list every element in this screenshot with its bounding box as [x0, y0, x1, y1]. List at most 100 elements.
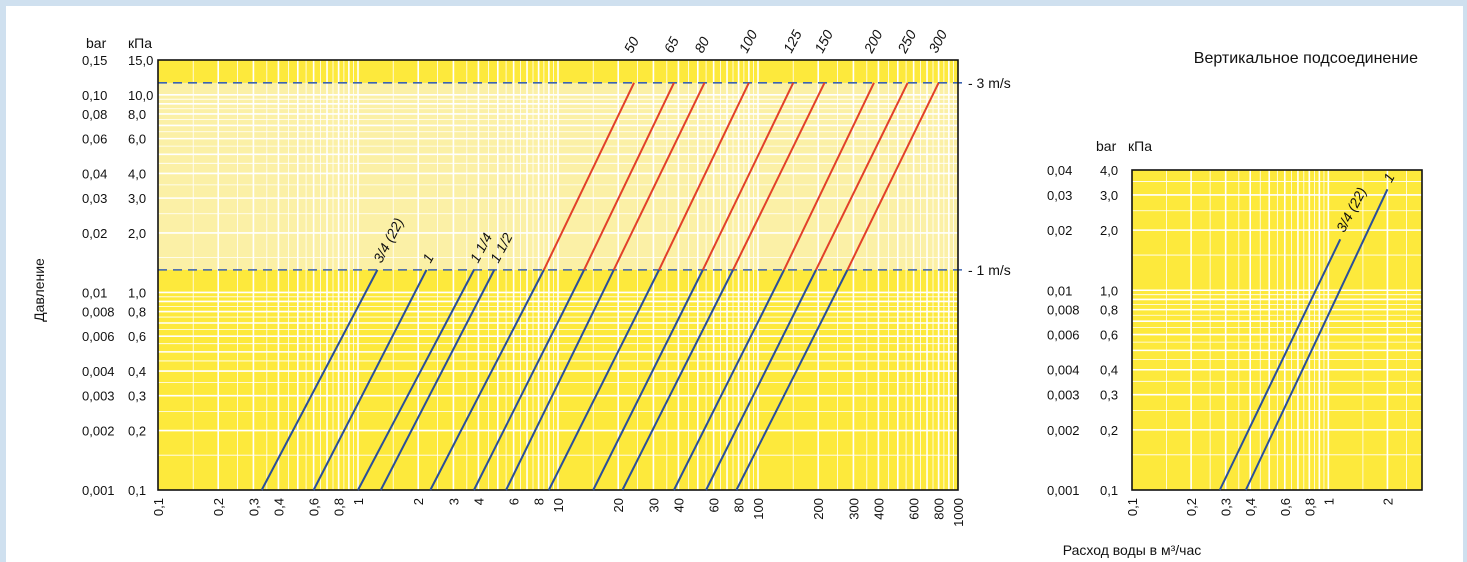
y-tick-label-bar: 0,006	[82, 329, 115, 344]
x-tick-label: 0,4	[1243, 498, 1258, 516]
series-label: 80	[691, 34, 713, 55]
y-tick-label-kpa: 4,0	[1100, 163, 1118, 178]
y-tick-label-kpa: 2,0	[128, 226, 146, 241]
grid	[1132, 170, 1422, 490]
series-line	[379, 269, 496, 491]
y-tick-label-kpa: 15,0	[128, 53, 153, 68]
frame-right-edge	[1463, 0, 1467, 562]
grid	[158, 60, 958, 490]
series-label: 200	[860, 27, 886, 56]
y-tick-label-bar: 0,001	[82, 483, 115, 498]
y-tick-label-bar: 0,004	[1047, 363, 1080, 378]
x-tick-label: 0,1	[151, 498, 166, 516]
x-tick-label: 10	[551, 498, 566, 512]
x-tick-label: 20	[611, 498, 626, 512]
y-tick-label-bar: 0,008	[82, 305, 115, 320]
x-tick-label: 0,3	[1219, 498, 1234, 516]
y-tick-label-bar: 0,15	[82, 53, 107, 68]
series-line	[673, 269, 785, 491]
series-line	[429, 269, 545, 491]
y-tick-label-kpa: 0,4	[128, 364, 146, 379]
right-chart: 3/4 (22)10,001 0,10,002 0,20,003 0,30,004 0,…	[1047, 163, 1423, 516]
x-tick-label: 0,6	[307, 498, 322, 516]
x-tick-label: 300	[846, 498, 861, 520]
x-tick-label: 0,8	[1302, 498, 1317, 516]
left-chart: - 3 m/s- 1 m/s3/4 (22) 1 1 1/41 1/250 65 80 1…	[82, 27, 1011, 527]
series-line	[621, 269, 734, 491]
series-line	[1218, 238, 1342, 491]
series-line	[542, 82, 635, 271]
y-tick-label-bar: 0,002	[82, 424, 115, 439]
series-label: 50	[621, 34, 643, 55]
left-unit-bar: bar	[86, 35, 107, 51]
y-tick-label-bar: 0,01	[1047, 283, 1072, 298]
y-tick-label-bar: 0,004	[82, 364, 115, 379]
y-tick-label-kpa: 0,4	[1100, 363, 1118, 378]
y-tick-label-kpa: 0,1	[128, 483, 146, 498]
y-tick-label-kpa: 0,8	[1100, 303, 1118, 318]
x-tick-label: 0,4	[271, 498, 286, 516]
series-line	[732, 82, 826, 271]
series-line	[612, 82, 706, 271]
x-tick-label: 2	[411, 498, 426, 505]
series-label: 65	[660, 34, 682, 55]
y-tick-label-kpa: 3,0	[128, 191, 146, 206]
series-line	[735, 269, 849, 491]
y-tick-label-bar: 0,02	[1047, 223, 1072, 238]
y-tick-label-bar: 0,006	[1047, 328, 1080, 343]
series-line	[705, 269, 817, 491]
x-tick-label: 0,2	[211, 498, 226, 516]
x-tick-label: 0,1	[1125, 498, 1140, 516]
y-tick-label-kpa: 0,6	[1100, 328, 1118, 343]
y-tick-label-kpa: 0,3	[128, 389, 146, 404]
y-tick-label-kpa: 0,2	[1100, 423, 1118, 438]
series-line	[846, 82, 940, 271]
x-tick-label: 0,8	[332, 498, 347, 516]
series-label: 150	[811, 27, 836, 55]
x-tick-label: 8	[532, 498, 547, 505]
y-tick-label-bar: 0,008	[1047, 303, 1080, 318]
y-tick-label-kpa: 3,0	[1100, 188, 1118, 203]
series-label: 125	[780, 27, 805, 55]
y-tick-label-kpa: 8,0	[128, 107, 146, 122]
y-tick-label-bar: 0,03	[82, 191, 107, 206]
y-tick-label-kpa: 0,3	[1100, 388, 1118, 403]
y-tick-label-bar: 0,04	[1047, 163, 1072, 178]
x-tick-label: 200	[811, 498, 826, 520]
series-line	[312, 269, 428, 491]
series-line	[1244, 188, 1389, 491]
x-tick-label: 80	[732, 498, 747, 512]
x-tick-label: 1	[351, 498, 366, 505]
series-label: 100	[735, 27, 760, 55]
y-tick-label-kpa: 10,0	[128, 88, 153, 103]
frame-left-edge	[0, 0, 6, 562]
x-tick-label: 2	[1380, 498, 1395, 505]
series-line	[473, 269, 585, 491]
y-tick-label-bar: 0,10	[82, 88, 107, 103]
x-tick-label: 0,2	[1184, 498, 1199, 516]
x-tick-label: 600	[907, 498, 922, 520]
y-tick-label-bar: 0,02	[82, 226, 107, 241]
y-tick-label-kpa: 4,0	[128, 166, 146, 181]
y-tick-label-kpa: 6,0	[128, 132, 146, 147]
series-line	[547, 269, 660, 491]
x-tick-label: 40	[671, 498, 686, 512]
y-tick-label-bar: 0,003	[1047, 388, 1080, 403]
y-tick-label-bar: 0,003	[82, 389, 115, 404]
velocity-label: - 3 m/s	[968, 75, 1011, 91]
x-tick-label: 6	[507, 498, 522, 505]
left-x-axis-label: Расход воды в м³/час	[1063, 542, 1202, 558]
plot-border	[1131, 169, 1423, 491]
series-line	[701, 82, 795, 271]
y-tick-label-bar: 0,03	[1047, 188, 1072, 203]
y-tick-label-bar: 0,04	[82, 166, 107, 181]
y-tick-label-kpa: 1,0	[128, 285, 146, 300]
y-tick-label-bar: 0,002	[1047, 423, 1080, 438]
series-label: 250	[894, 27, 920, 56]
series-line	[357, 269, 475, 491]
series-line	[815, 82, 909, 271]
series-label: 300	[925, 27, 950, 55]
series-line	[783, 82, 875, 271]
x-tick-label: 3	[446, 498, 461, 505]
